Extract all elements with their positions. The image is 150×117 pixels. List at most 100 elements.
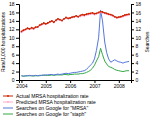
point (94, 13, 96, 15)
point (41, 24, 43, 26)
point (98, 12, 100, 14)
legend-swatch (3, 108, 13, 109)
tick: 4 (12, 60, 19, 66)
series (21, 11, 130, 33)
point (71, 17, 73, 19)
point (89, 13, 91, 15)
point (110, 14, 112, 16)
point (27, 27, 29, 29)
legend-swatch (3, 114, 13, 115)
tick-mark (131, 12, 134, 13)
y2-axis-title: Searches (144, 31, 150, 53)
tick-mark (131, 4, 134, 5)
point (49, 21, 51, 23)
tick-label: 14 (136, 18, 142, 24)
point (49, 21, 51, 23)
point (47, 22, 49, 24)
tick-label: 4 (136, 60, 139, 66)
point (41, 23, 43, 25)
legend-swatch (3, 102, 13, 103)
point (114, 16, 116, 18)
point (122, 15, 124, 17)
tick: 0 (131, 77, 139, 83)
tick: 2007 (89, 80, 100, 89)
point (112, 15, 114, 17)
point (124, 14, 126, 16)
point (86, 13, 88, 15)
tick-mark (16, 46, 19, 47)
point (92, 13, 94, 15)
point (71, 16, 73, 18)
tick: 16 (9, 10, 19, 16)
tick-label: 2 (12, 69, 15, 75)
point (33, 28, 35, 30)
point (25, 28, 27, 30)
tick-mark (131, 72, 134, 73)
point (75, 15, 77, 17)
point (69, 17, 71, 19)
y-axis-title: Rate/1,000 hospitalizations (0, 11, 6, 72)
tick: 4 (131, 60, 139, 66)
point (37, 26, 39, 28)
point (122, 16, 124, 18)
tick: 6 (12, 52, 19, 58)
point (81, 15, 83, 17)
point (73, 16, 75, 18)
tick-label: 6 (136, 52, 139, 58)
point (96, 12, 98, 14)
point (112, 15, 114, 17)
point (33, 28, 35, 30)
tick-label: 2006 (65, 83, 76, 89)
tick-mark (16, 55, 19, 56)
point (100, 12, 102, 14)
tick: 2008 (114, 80, 125, 89)
legend-marker (7, 95, 9, 97)
tick: 2004 (16, 80, 27, 89)
tick-label: 2007 (89, 83, 100, 89)
tick: 8 (131, 43, 139, 49)
point (114, 16, 116, 18)
tick: 2 (12, 69, 19, 75)
point (77, 16, 79, 18)
point (59, 19, 61, 21)
tick: 6 (131, 52, 139, 58)
point (55, 19, 57, 21)
point (45, 23, 47, 25)
tick-mark (16, 72, 19, 73)
tick: 2005 (41, 80, 52, 89)
point (106, 12, 108, 14)
legend: Actual MRSA hospitalization ratePredicte… (3, 93, 96, 117)
point (75, 15, 77, 17)
tick-mark (16, 12, 19, 13)
tick-label: 12 (136, 26, 142, 32)
tick-mark (16, 80, 19, 81)
tick: 0 (12, 77, 19, 83)
tick-label: 8 (12, 43, 15, 49)
legend-marker (7, 101, 9, 103)
point (29, 28, 31, 30)
tick-mark (16, 38, 19, 39)
marks (21, 10, 130, 76)
point (92, 12, 94, 14)
line (21, 10, 129, 76)
point (67, 18, 69, 20)
series (21, 12, 130, 34)
point (43, 22, 45, 24)
point (29, 28, 31, 30)
tick-mark (16, 4, 19, 5)
point (86, 14, 88, 16)
plot: 2004200520062007200802468101214161802468… (9, 1, 141, 89)
tick-mark (131, 29, 134, 30)
tick-label: 0 (136, 77, 139, 83)
tick-mark (131, 55, 134, 56)
point (94, 14, 96, 16)
x-axis: 2004 2005 2006 2007 2008 (16, 80, 131, 89)
legend-item: Searches on Google for "staph" (3, 111, 86, 117)
tick-label: 4 (12, 60, 15, 66)
tick-label: 16 (9, 10, 15, 16)
tick: 16 (131, 10, 141, 16)
point (31, 27, 33, 29)
tick-mark (131, 38, 134, 39)
point (65, 17, 67, 19)
tick-label: 18 (9, 1, 15, 7)
